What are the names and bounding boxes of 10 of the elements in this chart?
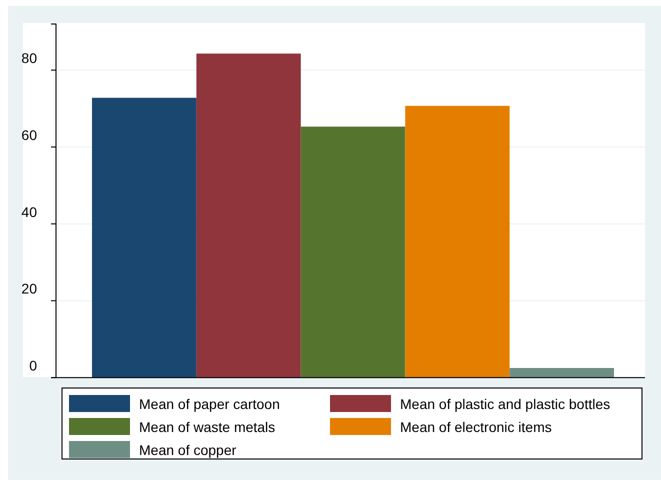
legend-label: Mean of copper <box>139 442 237 458</box>
y-tick-label: 0 <box>29 358 38 374</box>
y-tick-label: 60 <box>21 126 38 143</box>
legend-label: Mean of waste metals <box>139 419 276 435</box>
legend-label: Mean of electronic items <box>400 419 552 435</box>
y-tick-label: 20 <box>21 280 38 297</box>
legend-label: Mean of plastic and plastic bottles <box>400 396 610 412</box>
legend-label: Mean of paper cartoon <box>139 396 280 412</box>
y-tick-label: 80 <box>21 50 38 66</box>
y-tick-label: 40 <box>21 204 38 220</box>
